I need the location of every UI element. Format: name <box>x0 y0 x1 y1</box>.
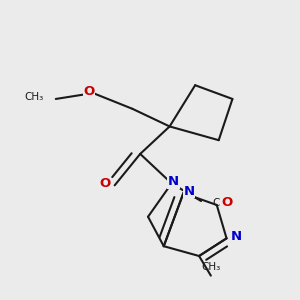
Text: O: O <box>221 196 232 209</box>
Text: CH₃: CH₃ <box>213 198 232 208</box>
Text: N: N <box>168 175 179 188</box>
Text: CH₃: CH₃ <box>201 262 220 272</box>
Text: N: N <box>231 230 242 243</box>
Text: O: O <box>99 177 110 190</box>
Text: N: N <box>184 185 195 198</box>
Text: CH₃: CH₃ <box>25 92 44 102</box>
Text: O: O <box>83 85 95 98</box>
